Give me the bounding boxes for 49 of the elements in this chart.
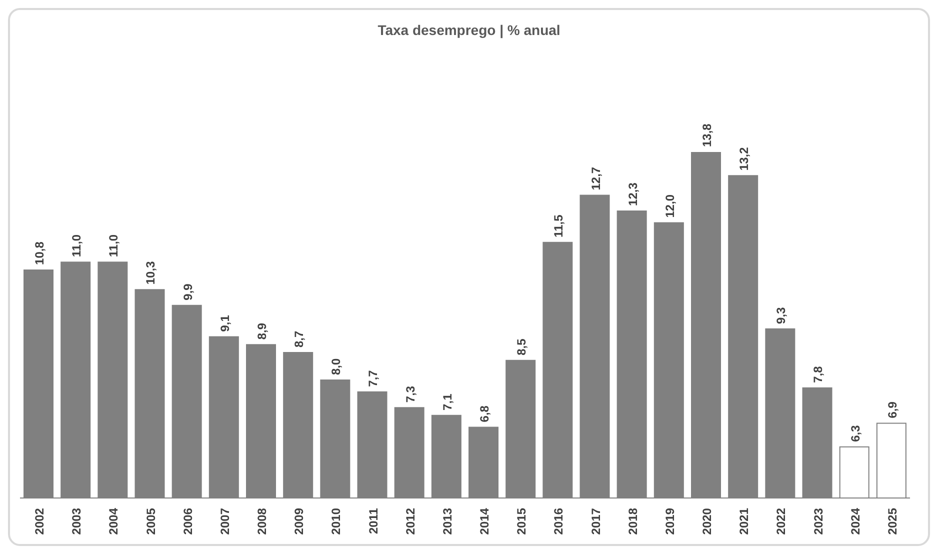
x-tick-label: 2023 <box>811 508 826 535</box>
data-label: 7,8 <box>811 366 826 383</box>
x-tick-label: 2024 <box>848 508 862 535</box>
data-label: 12,0 <box>662 194 677 218</box>
data-label: 6,8 <box>478 405 492 422</box>
data-label: 7,1 <box>440 393 454 410</box>
data-label: 12,7 <box>588 166 603 190</box>
data-label: 10,8 <box>32 241 46 265</box>
data-label: 8,5 <box>514 338 529 356</box>
x-tick-label: 2006 <box>180 508 195 535</box>
data-label: 6,3 <box>848 424 862 442</box>
data-label: 11,0 <box>106 234 121 258</box>
x-tick-label: 2017 <box>588 508 603 535</box>
chart-title: Taxa desemprego | % anual <box>376 22 562 38</box>
x-tick-label: 2022 <box>774 508 788 535</box>
data-label: 8,9 <box>255 322 269 340</box>
data-label: 13,8 <box>700 123 714 147</box>
x-tick-label: 2003 <box>70 508 84 535</box>
x-tick-label: 2010 <box>329 508 344 535</box>
x-tick-label: 2020 <box>700 508 714 535</box>
x-tick-label: 2007 <box>218 508 232 535</box>
data-label: 9,1 <box>218 314 232 332</box>
x-tick-label: 2016 <box>552 508 566 535</box>
x-tick-label: 2014 <box>478 508 492 535</box>
x-tick-label: 2008 <box>255 508 270 535</box>
x-tick-label: 2015 <box>514 508 529 535</box>
x-tick-label: 2009 <box>292 508 306 535</box>
data-label: 6,9 <box>885 401 900 418</box>
x-tick-label: 2002 <box>32 508 47 535</box>
data-label: 10,3 <box>144 260 158 285</box>
x-tick-label: 2025 <box>885 508 900 535</box>
x-tick-label: 2011 <box>366 508 380 534</box>
data-label: 12,3 <box>626 182 640 206</box>
data-label: 7,3 <box>403 386 418 403</box>
x-tick-label: 2004 <box>106 508 121 535</box>
data-label: 9,9 <box>180 283 195 300</box>
data-label: 9,3 <box>774 306 788 324</box>
data-label: 8,7 <box>292 330 306 348</box>
x-tick-label: 2021 <box>737 508 752 535</box>
data-label: 11,0 <box>70 234 84 258</box>
x-tick-label: 2018 <box>626 508 640 535</box>
x-tick-label: 2013 <box>440 508 454 535</box>
x-tick-label: 2019 <box>662 508 677 535</box>
x-tick-label: 2012 <box>403 508 418 535</box>
data-label: 8,0 <box>329 358 344 376</box>
x-tick-label: 2005 <box>144 508 158 535</box>
data-label: 11,5 <box>552 214 566 238</box>
data-label: 13,2 <box>737 146 752 171</box>
data-label: 7,7 <box>366 370 380 387</box>
